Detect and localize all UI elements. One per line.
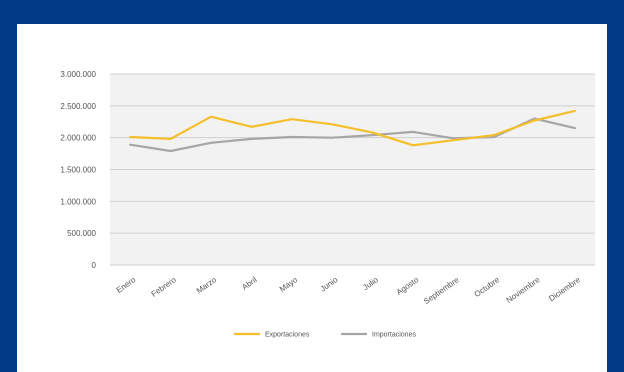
y-tick-label: 3.000.000 <box>60 70 96 79</box>
data-point <box>331 123 333 125</box>
y-tick-label: 1.000.000 <box>60 197 96 206</box>
legend-label: Exportaciones <box>265 332 310 339</box>
data-point <box>372 131 374 134</box>
x-tick-label: Mayo <box>278 275 300 294</box>
data-point <box>493 136 495 138</box>
x-tick-label: Marzo <box>195 275 219 295</box>
data-point <box>533 119 535 122</box>
chart-panel: 0 500.000 1.000.000 1.500.000 2.000.000 2.500… <box>17 24 607 372</box>
data-point <box>574 110 576 112</box>
x-tick-label: Abril <box>240 275 258 292</box>
data-point <box>533 117 535 120</box>
data-point <box>210 142 212 144</box>
data-point <box>291 136 293 138</box>
x-tick-label: Febrero <box>150 275 179 299</box>
x-tick-label: Junio <box>319 275 340 294</box>
data-point <box>250 126 253 128</box>
data-point <box>452 137 455 139</box>
data-point <box>331 137 333 139</box>
data-point <box>129 136 131 138</box>
x-tick-label: Julio <box>361 275 380 292</box>
y-tick-label: 2.500.000 <box>60 102 96 111</box>
data-point <box>129 144 131 146</box>
data-point <box>493 134 495 136</box>
y-tick-label: 2.000.000 <box>60 134 96 143</box>
data-point <box>210 116 212 118</box>
gridlines <box>110 73 595 266</box>
x-tick-label: Septiembre <box>422 275 461 306</box>
data-point <box>170 138 172 140</box>
data-point <box>250 138 253 140</box>
x-tick-label: Diciembre <box>547 275 582 303</box>
data-point <box>372 134 374 136</box>
data-point <box>574 127 576 129</box>
line-chart: 0 500.000 1.000.000 1.500.000 2.000.000 2.500… <box>60 70 595 339</box>
x-tick-label: Agosto <box>395 275 421 297</box>
y-tick-label: 1.500.000 <box>60 166 96 175</box>
data-point <box>412 144 414 146</box>
y-tick-label: 500.000 <box>67 229 96 238</box>
x-tick-label: Noviembre <box>505 275 542 305</box>
x-tick-label: Enero <box>115 275 138 295</box>
y-axis-ticks: 0 500.000 1.000.000 1.500.000 2.000.000 2.500… <box>60 70 96 270</box>
data-point <box>452 139 455 141</box>
series-line-importaciones <box>129 117 576 153</box>
legend: Exportaciones Importaciones <box>234 332 416 339</box>
data-point <box>291 118 293 120</box>
data-point <box>412 131 414 133</box>
y-tick-label: 0 <box>92 261 97 270</box>
series-line-exportaciones <box>129 109 576 147</box>
data-point <box>170 150 172 152</box>
x-axis-ticks: Enero Febrero Marzo Abril Mayo Junio Julio Agos… <box>115 275 583 306</box>
series-lines <box>129 109 576 153</box>
x-tick-label: Octubre <box>473 275 502 299</box>
legend-label: Importaciones <box>372 332 416 339</box>
